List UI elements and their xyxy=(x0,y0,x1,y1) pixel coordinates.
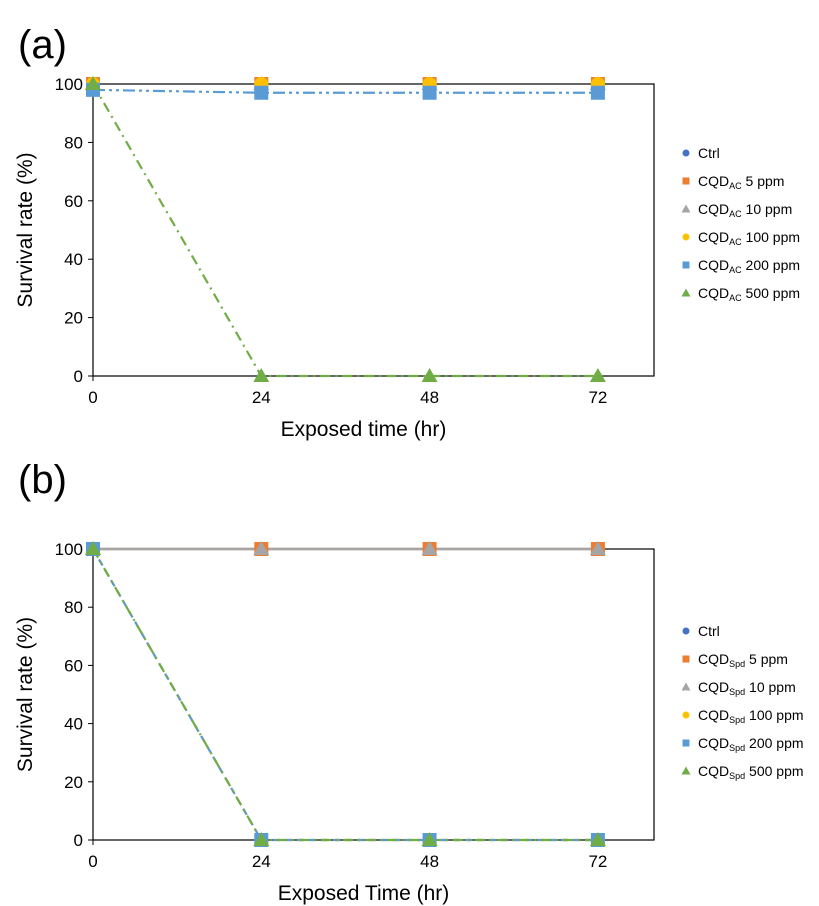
legend-label: CQDSpd 5 ppm xyxy=(698,651,788,669)
legend-marker xyxy=(681,766,691,775)
legend-marker xyxy=(682,177,690,185)
legend-label: CQDAC 10 ppm xyxy=(698,201,792,219)
legend-label: Ctrl xyxy=(698,145,720,161)
y-tick-label: 20 xyxy=(64,309,83,328)
data-point-s6-p1 xyxy=(85,541,101,555)
y-tick-label: 100 xyxy=(55,75,83,94)
legend-marker xyxy=(682,627,690,635)
y-tick-label: 60 xyxy=(64,656,83,675)
y-tick-label: 100 xyxy=(55,540,83,559)
legend-label: CQDAC 100 ppm xyxy=(698,229,800,247)
data-point-s5-p2 xyxy=(254,85,269,100)
y-tick-label: 0 xyxy=(74,831,83,850)
x-axis-label: Exposed Time (hr) xyxy=(278,882,450,905)
series-line-4 xyxy=(92,548,598,842)
data-point-s3-p3 xyxy=(421,541,438,555)
legend-label: CQDSpd 200 ppm xyxy=(698,735,804,753)
legend-label: CQDAC 500 ppm xyxy=(698,285,800,303)
data-point-s6-p4 xyxy=(589,368,606,382)
legend-marker xyxy=(681,204,691,213)
x-tick-label: 72 xyxy=(588,852,607,871)
legend-marker xyxy=(682,149,690,157)
legend-marker xyxy=(682,261,690,269)
data-point-s5-p3 xyxy=(422,85,437,100)
legend-marker xyxy=(682,233,690,241)
legend-marker xyxy=(681,682,691,691)
panel-label: (b) xyxy=(18,458,67,502)
legend-marker xyxy=(681,288,691,297)
panel-label: (a) xyxy=(18,23,67,67)
data-point-s6-p3 xyxy=(421,832,438,846)
series-line-6 xyxy=(92,83,598,378)
y-tick-label: 40 xyxy=(64,715,83,734)
legend-label: CQDSpd 10 ppm xyxy=(698,679,796,697)
y-tick-label: 20 xyxy=(64,773,83,792)
x-tick-label: 24 xyxy=(252,852,271,871)
x-tick-label: 0 xyxy=(88,388,97,407)
x-axis-label: Exposed time (hr) xyxy=(281,418,447,441)
chart-panel-a: (a) 0 20 40 60 80 100 0 24 48 72 Exposed time (hr) S… xyxy=(14,23,800,441)
y-tick-label: 60 xyxy=(64,192,83,211)
series-line-5 xyxy=(92,548,598,842)
legend-label: CQDAC 5 ppm xyxy=(698,173,784,191)
data-point-s3-p4 xyxy=(589,541,606,555)
data-point-s3-p2 xyxy=(253,541,270,555)
x-tick-label: 48 xyxy=(420,852,439,871)
x-tick-label: 72 xyxy=(588,388,607,407)
legend-label: CQDAC 200 ppm xyxy=(698,257,800,275)
legend-label: CQDSpd 500 ppm xyxy=(698,763,804,781)
data-point-s6-p2 xyxy=(253,832,270,846)
plot-frame xyxy=(92,83,655,377)
data-point-s6-p4 xyxy=(589,832,606,846)
y-axis-label: Survival rate (%) xyxy=(14,152,37,307)
data-point-s6-p2 xyxy=(253,368,270,382)
data-point-s6-p1 xyxy=(85,76,101,90)
legend-marker xyxy=(682,739,690,747)
y-tick-label: 0 xyxy=(74,367,83,386)
y-tick-label: 80 xyxy=(64,598,83,617)
y-tick-label: 80 xyxy=(64,133,83,152)
series-line-5 xyxy=(92,88,598,94)
legend-label: CQDSpd 100 ppm xyxy=(698,707,804,725)
y-axis-label: Survival rate (%) xyxy=(14,617,37,772)
legend-marker xyxy=(682,711,690,719)
x-tick-label: 0 xyxy=(88,852,97,871)
chart-panel-b: (b) 0 20 40 60 80 100 0 24 48 72 Exposed Time (hr) S… xyxy=(14,458,804,905)
x-tick-label: 48 xyxy=(420,388,439,407)
series-line-6 xyxy=(92,548,598,842)
legend-label: Ctrl xyxy=(698,623,720,639)
x-tick-label: 24 xyxy=(252,388,271,407)
y-tick-label: 40 xyxy=(64,250,83,269)
data-point-s6-p3 xyxy=(421,368,438,382)
legend-marker xyxy=(682,655,690,663)
data-point-s5-p4 xyxy=(590,85,605,100)
